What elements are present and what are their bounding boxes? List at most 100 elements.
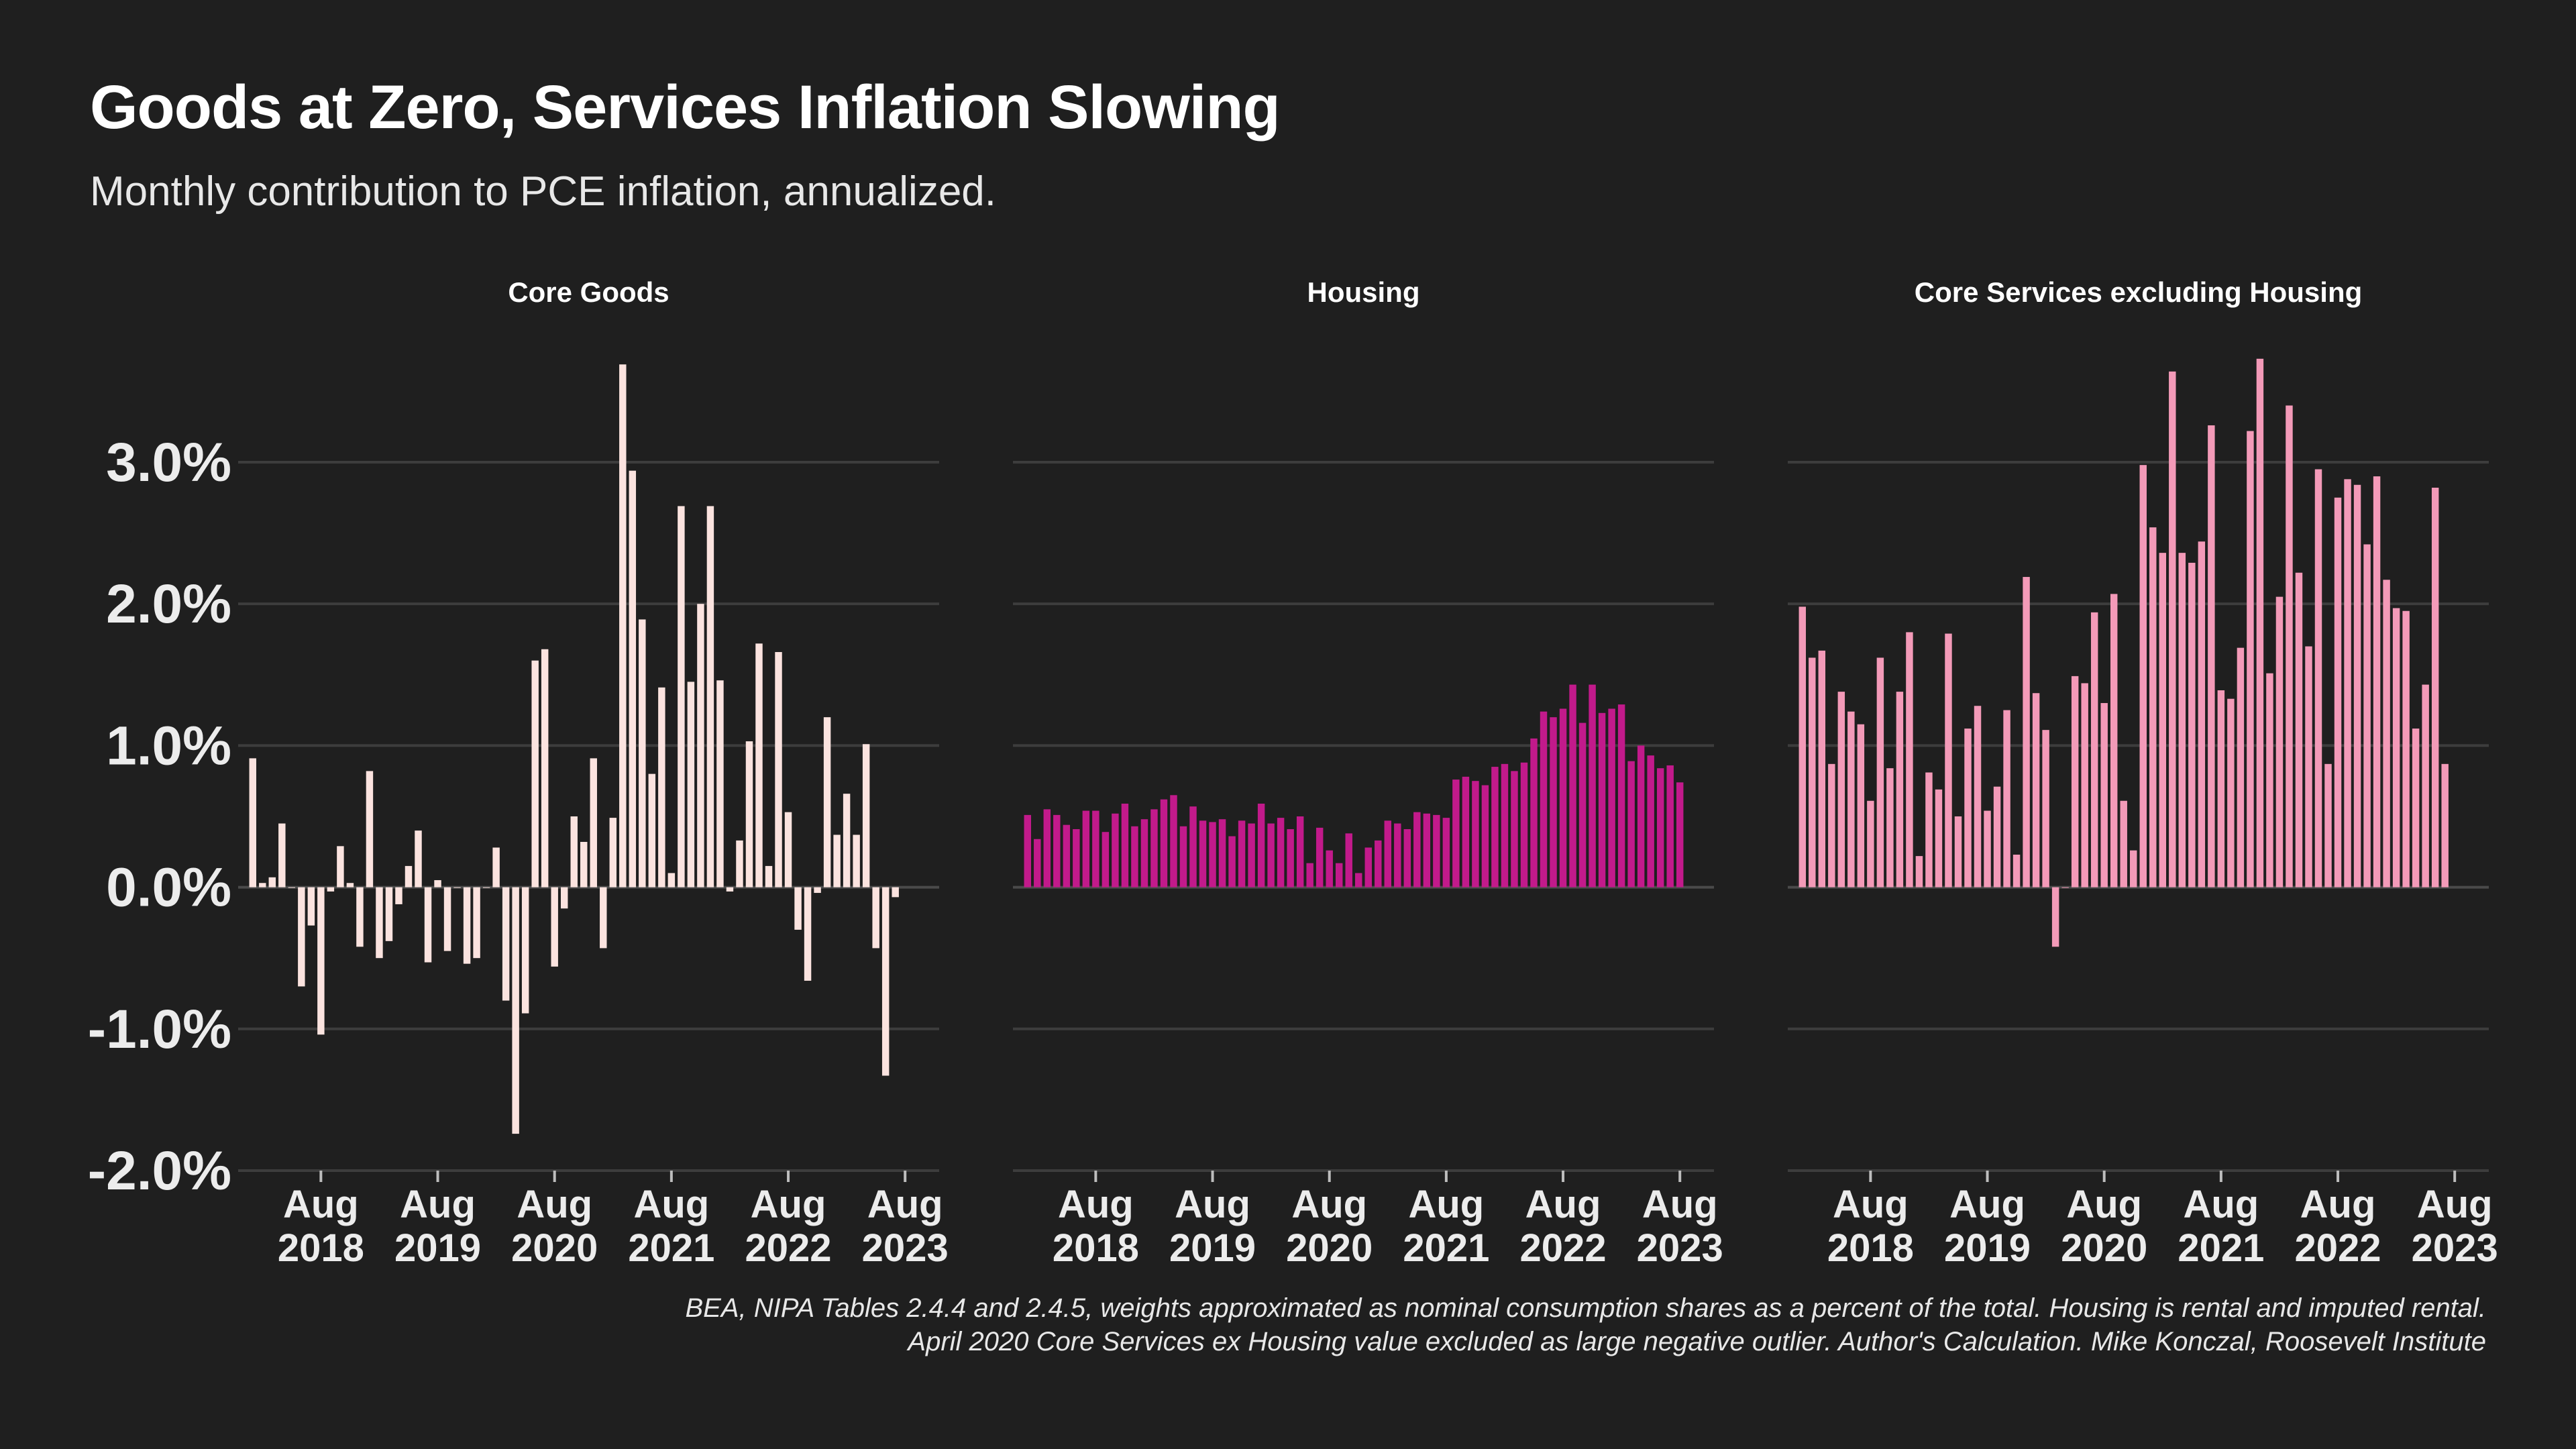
bar bbox=[531, 660, 539, 888]
bar bbox=[298, 887, 305, 987]
bar bbox=[2275, 596, 2284, 888]
bar bbox=[1799, 606, 1806, 888]
bar bbox=[639, 619, 646, 888]
bar bbox=[502, 887, 510, 1001]
bar bbox=[755, 643, 763, 888]
bar bbox=[1423, 813, 1431, 888]
bar bbox=[706, 506, 714, 888]
bar bbox=[1598, 712, 1606, 888]
bar bbox=[892, 887, 899, 898]
bar bbox=[619, 364, 627, 888]
bar bbox=[1559, 708, 1567, 888]
x-tick-label-year: 2018 bbox=[278, 1226, 364, 1270]
x-tick-label-month: Aug bbox=[517, 1183, 592, 1226]
bar bbox=[2090, 612, 2098, 888]
bar bbox=[1935, 789, 1943, 888]
bar bbox=[1627, 761, 1635, 888]
bar bbox=[376, 887, 383, 959]
bar bbox=[1569, 684, 1576, 888]
bar bbox=[1608, 708, 1615, 888]
bar bbox=[1063, 824, 1071, 888]
bar bbox=[1462, 776, 1470, 888]
bar bbox=[2392, 608, 2400, 888]
bar bbox=[2227, 698, 2235, 888]
panel-title: Housing bbox=[1307, 276, 1420, 308]
bar bbox=[794, 887, 802, 930]
x-tick-label-month: Aug bbox=[2066, 1183, 2142, 1226]
bar bbox=[473, 887, 480, 959]
bar bbox=[2149, 527, 2157, 888]
bar bbox=[2383, 580, 2390, 888]
x-tick-label-year: 2019 bbox=[394, 1226, 481, 1270]
x-tick-label-month: Aug bbox=[1525, 1183, 1601, 1226]
y-tick-label: 0.0% bbox=[106, 857, 231, 918]
bar bbox=[629, 470, 637, 888]
bar bbox=[2217, 690, 2225, 888]
x-tick-label-month: Aug bbox=[867, 1183, 943, 1226]
bar bbox=[814, 887, 821, 894]
x-tick-label-year: 2018 bbox=[1827, 1226, 1914, 1270]
x-tick-label-month: Aug bbox=[2183, 1183, 2259, 1226]
bar bbox=[512, 887, 519, 1134]
bar bbox=[1433, 814, 1440, 888]
bar bbox=[1647, 755, 1654, 888]
bar bbox=[1676, 782, 1684, 888]
x-tick-label-month: Aug bbox=[400, 1183, 476, 1226]
x-tick-label-year: 2023 bbox=[2412, 1226, 2498, 1270]
bar bbox=[1442, 818, 1450, 888]
bar bbox=[1666, 765, 1674, 888]
bar bbox=[521, 887, 529, 1014]
bar bbox=[2169, 371, 2176, 888]
source-caption: BEA, NIPA Tables 2.4.4 and 2.4.5, weight… bbox=[685, 1291, 2486, 1358]
bar bbox=[1915, 856, 1923, 888]
bar bbox=[2256, 358, 2264, 888]
bar bbox=[667, 873, 676, 888]
bar bbox=[1867, 800, 1874, 888]
bar bbox=[1520, 762, 1528, 888]
bar bbox=[1112, 813, 1119, 888]
bar bbox=[1170, 795, 1177, 888]
bar bbox=[1617, 704, 1625, 888]
bar bbox=[307, 887, 315, 926]
bar bbox=[1828, 763, 1835, 888]
bar bbox=[327, 887, 335, 892]
bar bbox=[726, 887, 734, 892]
panel-title: Core Goods bbox=[508, 276, 669, 308]
bar bbox=[648, 773, 656, 888]
bar bbox=[697, 604, 704, 888]
x-tick-label-year: 2020 bbox=[2061, 1226, 2147, 1270]
bar bbox=[1945, 633, 1952, 888]
bar bbox=[346, 883, 354, 888]
bar bbox=[1082, 810, 1090, 888]
bar bbox=[1053, 814, 1061, 888]
bar bbox=[2373, 476, 2381, 888]
bar bbox=[2130, 850, 2137, 888]
x-tick-label-year: 2020 bbox=[1286, 1226, 1373, 1270]
bar bbox=[1140, 819, 1148, 888]
x-tick-label-month: Aug bbox=[2300, 1183, 2376, 1226]
bar bbox=[2353, 484, 2361, 888]
bar bbox=[2422, 684, 2429, 888]
bar bbox=[492, 847, 500, 888]
bar bbox=[600, 887, 607, 949]
bar bbox=[765, 865, 773, 888]
bar bbox=[580, 842, 588, 888]
bar bbox=[1809, 657, 1816, 888]
bar bbox=[1413, 812, 1421, 888]
bar bbox=[1984, 810, 1991, 888]
bar bbox=[1092, 810, 1099, 888]
y-tick-label: -2.0% bbox=[88, 1140, 231, 1201]
bar bbox=[2042, 730, 2049, 888]
bar bbox=[2051, 887, 2059, 947]
bar bbox=[1384, 820, 1392, 888]
x-tick-label-year: 2022 bbox=[745, 1226, 832, 1270]
x-tick-label-year: 2021 bbox=[1403, 1226, 1489, 1270]
bar bbox=[1238, 820, 1246, 888]
bar bbox=[2295, 572, 2303, 888]
chart-subtitle: Monthly contribution to PCE inflation, a… bbox=[90, 168, 997, 215]
bar bbox=[1277, 818, 1285, 888]
bar bbox=[1150, 809, 1158, 888]
x-tick-label-month: Aug bbox=[751, 1183, 826, 1226]
bar bbox=[1248, 823, 1255, 888]
x-tick-label-month: Aug bbox=[1642, 1183, 1718, 1226]
